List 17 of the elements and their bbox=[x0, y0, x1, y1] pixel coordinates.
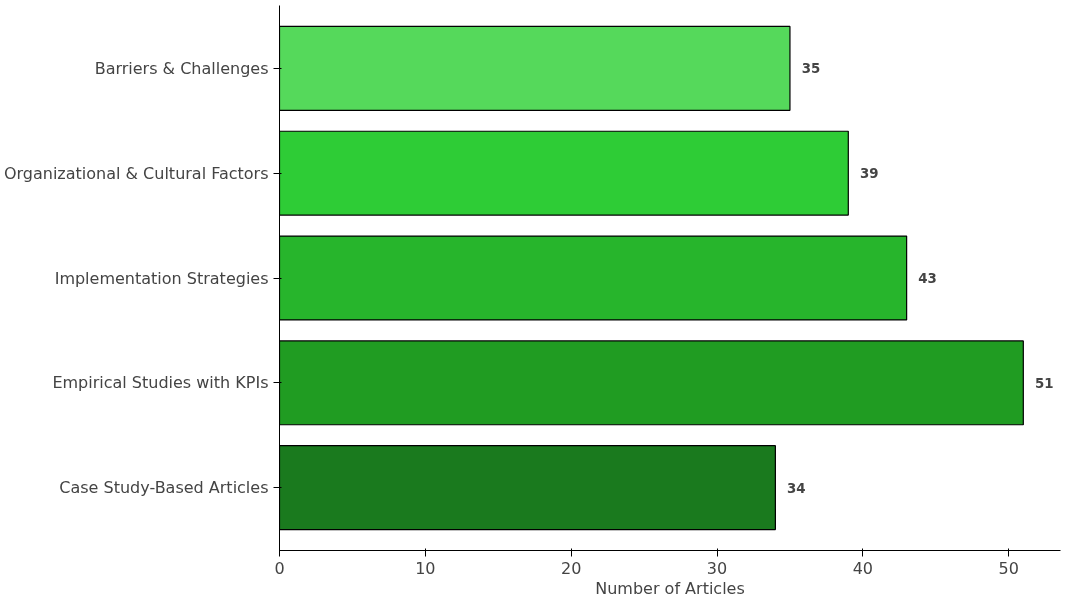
data-label: 39 bbox=[860, 166, 879, 182]
data-label: 43 bbox=[918, 271, 937, 286]
x-tick-label: 10 bbox=[415, 558, 436, 578]
x-tick-label: 50 bbox=[998, 558, 1019, 578]
x-tick-label: 0 bbox=[274, 558, 285, 578]
x-tick-label: 30 bbox=[706, 558, 728, 578]
y-tick-label: Empirical Studies with KPIs bbox=[52, 373, 269, 393]
y-tick-label: Organizational & Cultural Factors bbox=[3, 163, 269, 183]
data-label: 34 bbox=[787, 480, 806, 496]
data-label: 35 bbox=[801, 61, 821, 77]
y-tick-label: Implementation Strategies bbox=[54, 268, 269, 288]
x-axis-title: Number of Articles bbox=[595, 578, 745, 598]
x-tick-label: 20 bbox=[561, 558, 582, 578]
y-tick-label: Barriers & Challenges bbox=[94, 58, 269, 78]
y-tick-label: Case Study-Based Articles bbox=[59, 478, 269, 498]
x-tick-label: 40 bbox=[852, 558, 874, 578]
data-label: 51 bbox=[1035, 375, 1054, 391]
